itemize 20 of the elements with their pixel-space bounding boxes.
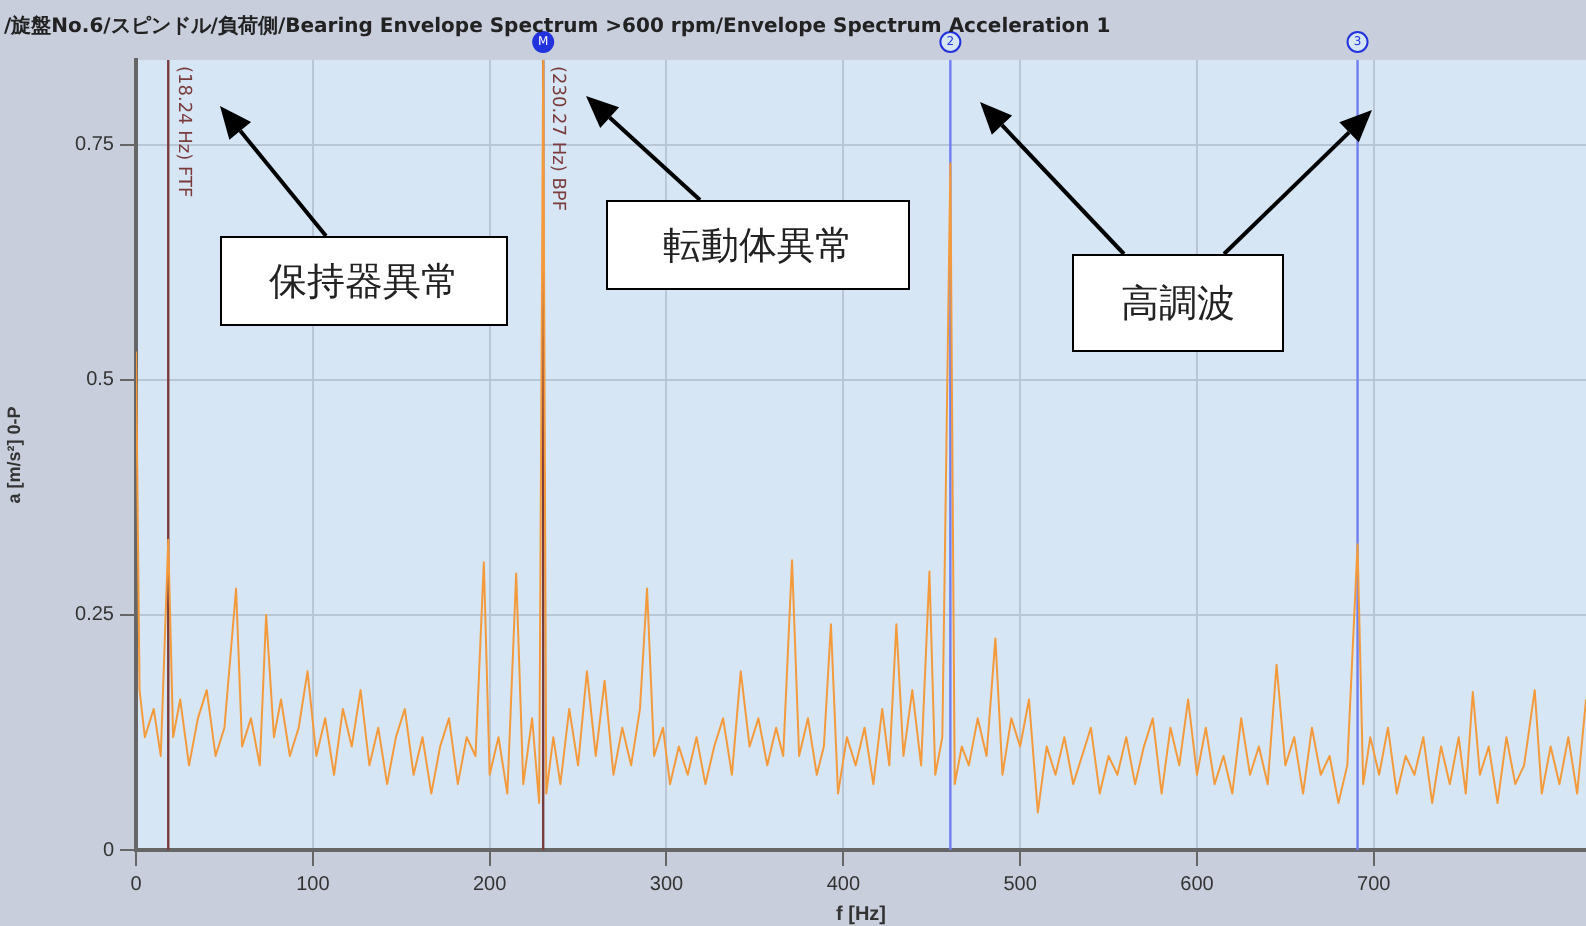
x-tick-label: 400: [826, 873, 861, 896]
x-tick-label: 0: [130, 873, 143, 896]
ref-line-label: (230.27 Hz) BPF: [547, 66, 568, 212]
chart-title: /旋盤No.6/スピンドル/負荷側/Bearing Envelope Spectrum >600 rpm/Envelope Spectrum Acceleration 1: [4, 13, 1111, 38]
x-tick-label: 200: [472, 873, 508, 896]
x-axis-title: f [Hz]: [836, 903, 886, 926]
ref-line-label: (18.24 Hz) FTF: [172, 66, 193, 198]
x-tick-label: 600: [1180, 873, 1215, 896]
annotation: 転動体異常: [606, 200, 910, 290]
x-tick-label: 700: [1357, 873, 1392, 896]
x-tick-label: 500: [1003, 873, 1038, 896]
x-tick-label: 100: [296, 873, 331, 896]
y-tick-label: 0.5: [86, 369, 115, 392]
annotation: 高調波: [1072, 254, 1284, 352]
x-tick-label: 300: [649, 873, 685, 896]
y-tick-label: 0.75: [75, 134, 115, 157]
annotation: 保持器異常: [220, 236, 508, 326]
y-tick-label: 0: [102, 839, 115, 862]
y-axis-title: a [m/s²] 0-P: [3, 406, 24, 504]
y-tick-label: 0.25: [75, 604, 115, 627]
